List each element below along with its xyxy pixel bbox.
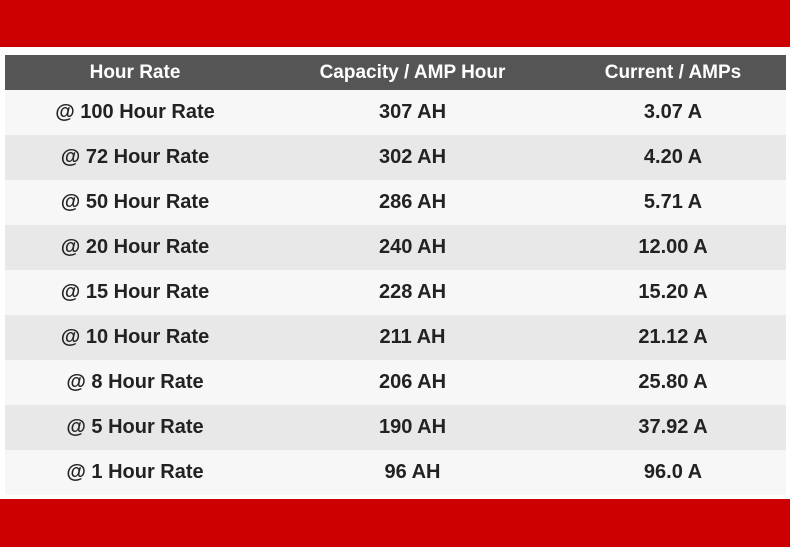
table-cell: 96.0 A xyxy=(560,450,786,495)
table-row: @ 72 Hour Rate 302 AH 4.20 A xyxy=(5,135,786,180)
table-cell: 240 AH xyxy=(265,225,560,270)
table-cell: 37.92 A xyxy=(560,405,786,450)
table-row: @ 20 Hour Rate 240 AH 12.00 A xyxy=(5,225,786,270)
header-row: Hour Rate Capacity / AMP Hour Current / AM… xyxy=(5,55,786,90)
table-cell: @ 100 Hour Rate xyxy=(5,90,265,135)
table-cell: 228 AH xyxy=(265,270,560,315)
table-cell: 206 AH xyxy=(265,360,560,405)
table-cell: 190 AH xyxy=(265,405,560,450)
table-row: @ 50 Hour Rate 286 AH 5.71 A xyxy=(5,180,786,225)
table-row: @ 10 Hour Rate 211 AH 21.12 A xyxy=(5,315,786,360)
table-cell: 96 AH xyxy=(265,450,560,495)
table-row: @ 100 Hour Rate 307 AH 3.07 A xyxy=(5,90,786,135)
table-cell: 211 AH xyxy=(265,315,560,360)
table-body: @ 100 Hour Rate 307 AH 3.07 A @ 72 Hour Rat… xyxy=(5,90,786,495)
table-cell: 307 AH xyxy=(265,90,560,135)
table-cell: 15.20 A xyxy=(560,270,786,315)
table-row: @ 1 Hour Rate 96 AH 96.0 A xyxy=(5,450,786,495)
top-band xyxy=(0,0,790,47)
header-cell: Current / AMPs xyxy=(560,55,786,90)
table-cell: 5.71 A xyxy=(560,180,786,225)
header-cell: Hour Rate xyxy=(5,55,265,90)
table-cell: 286 AH xyxy=(265,180,560,225)
table-row: @ 8 Hour Rate 206 AH 25.80 A xyxy=(5,360,786,405)
table-cell: @ 8 Hour Rate xyxy=(5,360,265,405)
bottom-band xyxy=(0,499,790,547)
table-cell: @ 1 Hour Rate xyxy=(5,450,265,495)
table-cell: @ 15 Hour Rate xyxy=(5,270,265,315)
header-cell: Capacity / AMP Hour xyxy=(265,55,560,90)
table-cell: @ 10 Hour Rate xyxy=(5,315,265,360)
table-row: @ 15 Hour Rate 228 AH 15.20 A xyxy=(5,270,786,315)
table-cell: 12.00 A xyxy=(560,225,786,270)
table-cell: 25.80 A xyxy=(560,360,786,405)
table-cell: 302 AH xyxy=(265,135,560,180)
table-cell: 3.07 A xyxy=(560,90,786,135)
table-cell: 4.20 A xyxy=(560,135,786,180)
table-cell: @ 5 Hour Rate xyxy=(5,405,265,450)
table-cell: @ 20 Hour Rate xyxy=(5,225,265,270)
table-row: @ 5 Hour Rate 190 AH 37.92 A xyxy=(5,405,786,450)
rate-table: Hour Rate Capacity / AMP Hour Current / AM… xyxy=(5,55,786,495)
table-cell: @ 50 Hour Rate xyxy=(5,180,265,225)
table-cell: 21.12 A xyxy=(560,315,786,360)
table-cell: @ 72 Hour Rate xyxy=(5,135,265,180)
